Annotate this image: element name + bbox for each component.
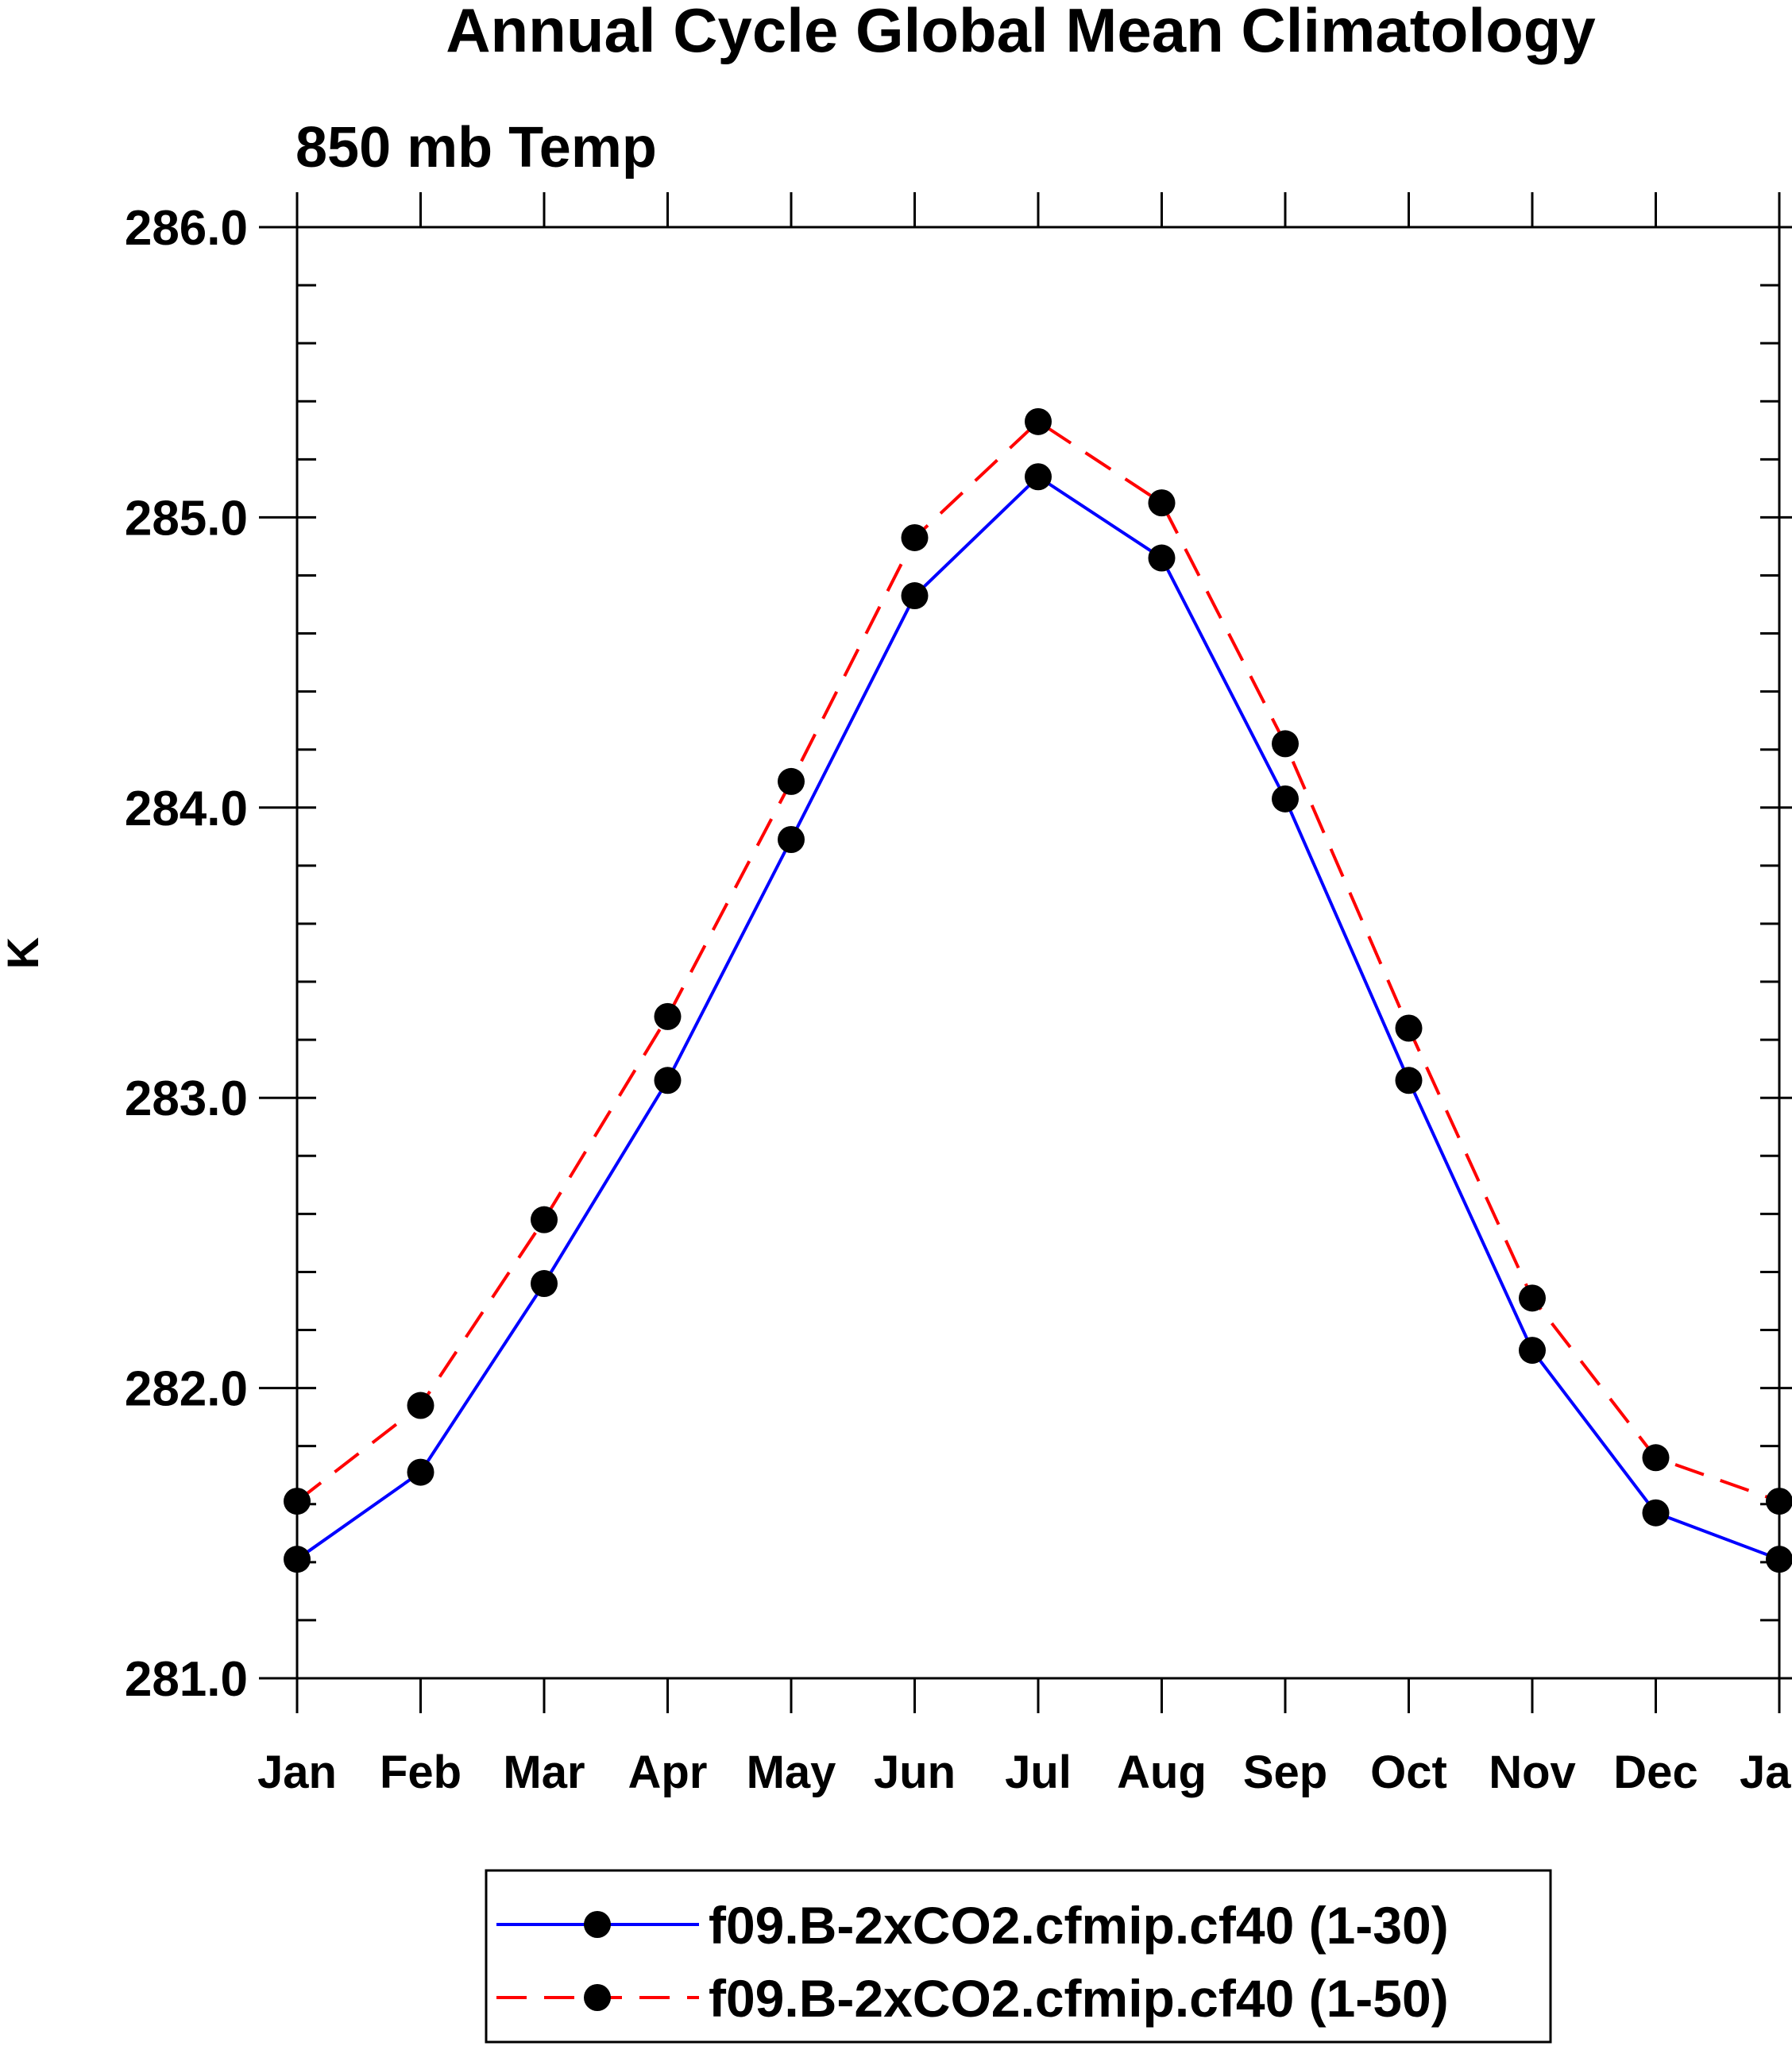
series-1-point <box>1148 544 1176 572</box>
legend: f09.B-2xCO2.cfmip.cf40 (1-30) f09.B-2xCO2… <box>496 1896 1449 2028</box>
x-tick-label: Jun <box>874 1747 956 1798</box>
y-tick-label: 282.0 <box>125 1362 248 1417</box>
series-2-point <box>1766 1488 1792 1515</box>
legend-box <box>485 1869 1552 2044</box>
series-2-point <box>654 1002 682 1030</box>
series-1-point <box>1642 1499 1670 1527</box>
series-1-point <box>901 582 929 610</box>
series-1-point <box>407 1458 434 1486</box>
series-1-point <box>284 1546 311 1573</box>
y-tick-label: 284.0 <box>125 782 248 836</box>
series-layer <box>284 407 1792 1573</box>
legend-marker-1 <box>584 1911 611 1938</box>
series-2-point <box>1025 407 1052 435</box>
x-tick-label: Aug <box>1117 1747 1207 1798</box>
series-2-point <box>1395 1014 1423 1042</box>
series-2-point <box>531 1206 558 1233</box>
series-2-point <box>1642 1444 1670 1472</box>
x-tick-label: Apr <box>628 1747 708 1798</box>
chart-subtitle: 850 mb Temp <box>295 116 657 180</box>
chart-title: Annual Cycle Global Mean Climatology <box>446 0 1596 65</box>
x-tick-label: Oct <box>1370 1747 1447 1798</box>
series-2-point <box>1148 489 1176 517</box>
legend-label-1: f09.B-2xCO2.cfmip.cf40 (1-30) <box>709 1896 1449 1955</box>
x-tick-label: Nov <box>1489 1747 1576 1798</box>
series-1-point <box>1025 463 1052 491</box>
x-tick-label: Sep <box>1243 1747 1327 1798</box>
plot-frame <box>295 226 1781 1680</box>
series-1-point <box>1766 1546 1792 1573</box>
y-tick-label: 286.0 <box>125 201 248 256</box>
series-1-point <box>531 1270 558 1298</box>
legend-marker-2 <box>584 1984 611 2011</box>
x-tick-label: May <box>747 1747 836 1798</box>
x-tick-label: Jan <box>257 1747 337 1798</box>
series-2-point <box>284 1488 311 1515</box>
x-tick-label: Dec <box>1613 1747 1697 1798</box>
x-tick-label: Jul <box>1005 1747 1072 1798</box>
y-tick-label: 281.0 <box>125 1652 248 1707</box>
series-1-point <box>1519 1337 1546 1365</box>
series-1-point <box>1272 785 1299 813</box>
y-tick-label: 283.0 <box>125 1071 248 1126</box>
legend-label-2: f09.B-2xCO2.cfmip.cf40 (1-50) <box>709 1969 1449 2028</box>
y-axis-label: K <box>0 937 48 969</box>
series-1-point <box>778 825 805 853</box>
series-1-point <box>1395 1067 1423 1094</box>
x-tick-label: Mar <box>503 1747 585 1798</box>
x-tick-label: Jan <box>1740 1747 1792 1798</box>
x-tick-label: Feb <box>380 1747 462 1798</box>
series-2-point <box>1272 730 1299 758</box>
series-2-point <box>778 767 805 795</box>
y-tick-label: 285.0 <box>125 491 248 546</box>
series-line-2 <box>295 419 1780 1503</box>
series-line-1 <box>295 474 1780 1562</box>
plot-axes: JanFebMarAprMayJunJulAugSepOctNovDecJan2… <box>125 192 1792 1798</box>
series-2-point <box>1519 1284 1546 1312</box>
series-2-point <box>901 523 929 551</box>
series-2-point <box>407 1392 434 1419</box>
series-1-point <box>654 1067 682 1094</box>
